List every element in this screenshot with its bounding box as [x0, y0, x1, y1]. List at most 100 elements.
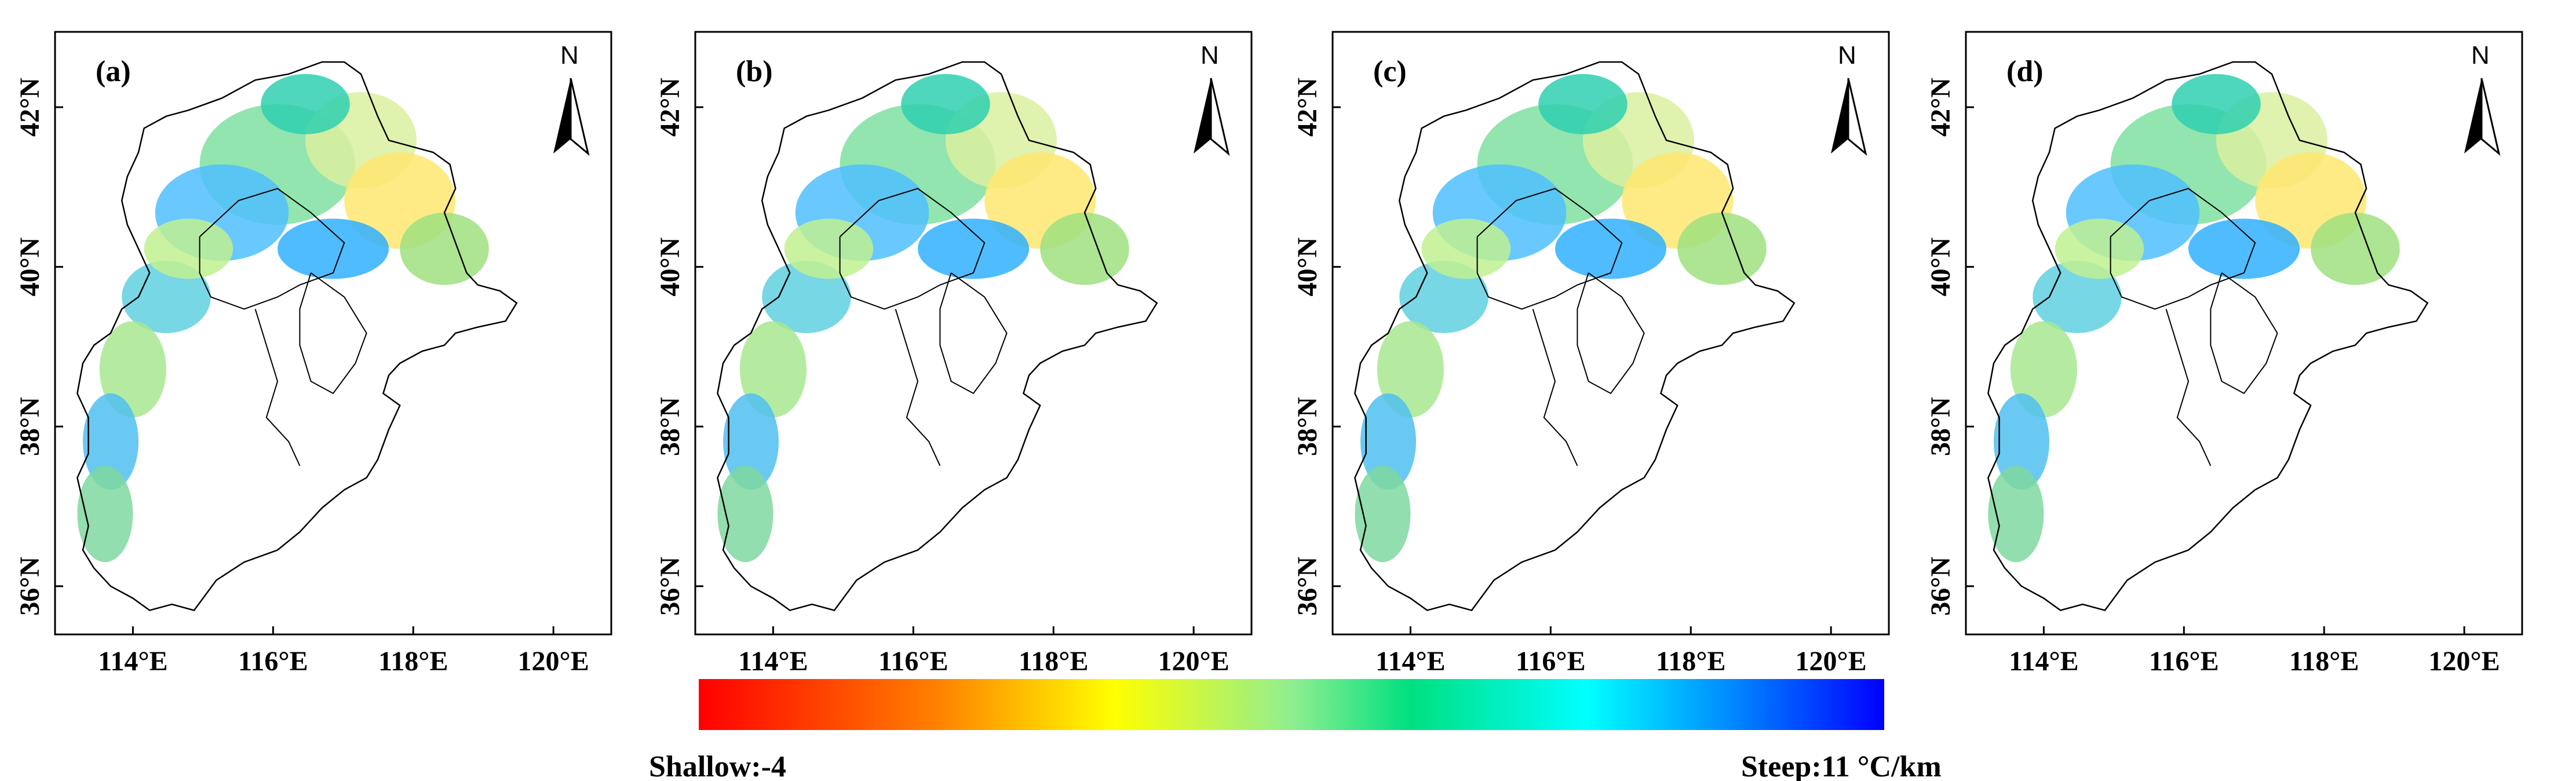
north-arrow-left-half [2464, 78, 2482, 154]
lapse-rate-raster-patch [99, 321, 166, 418]
province-boundary [1577, 272, 1645, 395]
north-arrow-right-half [570, 78, 590, 156]
x-tick-label: 120°E [518, 646, 589, 677]
lapse-rate-raster-patch [1555, 218, 1666, 279]
y-tick-label: 42°N [1292, 78, 1323, 137]
colorbar-gradient [699, 679, 1884, 730]
lapse-rate-raster-patch [1040, 213, 1129, 285]
x-tick-label: 114°E [98, 646, 168, 677]
region-outline [1987, 61, 2429, 611]
lapse-rate-raster-patch [1988, 465, 2044, 563]
y-tick-label: 38°N [655, 397, 685, 456]
lapse-rate-raster-patch [2172, 74, 2261, 134]
map-panel: (c) N 114°E 116°E 118°E 120°E 36°N 38°N 40°N 42°N [1292, 31, 1890, 677]
x-tick-label: 120°E [1158, 646, 1229, 677]
lapse-rate-raster-patch [739, 321, 807, 418]
y-tick-label: 40°N [1925, 237, 1956, 296]
north-arrow-icon: N [553, 41, 590, 156]
lapse-rate-raster-patch [2010, 321, 2077, 418]
y-tick-label: 36°N [1925, 557, 1956, 616]
lapse-rate-raster-patch [762, 261, 851, 333]
x-tick-label: 116°E [1516, 646, 1586, 677]
lapse-rate-raster-patch [1421, 218, 1511, 279]
north-arrow-left-half [1194, 78, 1211, 154]
region-outline [1354, 61, 1796, 611]
north-label: N [1838, 41, 1856, 70]
x-tick-label: 116°E [2149, 646, 2219, 677]
colorbar-max-label: Steep:11 °C/km [1741, 750, 1942, 781]
region-outline [76, 61, 518, 611]
province-boundary [1532, 309, 1578, 466]
x-tick-label: 114°E [738, 646, 808, 677]
province-boundary [1476, 188, 1623, 310]
y-tick-label: 36°N [14, 557, 45, 616]
north-arrow-right-half [2480, 78, 2501, 156]
map-panel: (d) N 114°E 116°E 118°E 120°E 36°N 38°N 40°N 42°N [1925, 31, 2523, 677]
y-tick-label: 38°N [1292, 397, 1323, 456]
lapse-rate-raster-patch [1677, 213, 1767, 285]
lapse-rate-raster-patch [901, 74, 990, 134]
y-tick-label: 38°N [14, 397, 45, 456]
lapse-rate-raster-patch [83, 393, 138, 490]
province-boundary [839, 188, 986, 310]
north-arrow-icon: N [1194, 41, 1230, 156]
panel-label: (b) [736, 55, 773, 88]
lapse-rate-raster-patch [918, 218, 1029, 279]
north-label: N [560, 41, 579, 70]
province-boundary [2165, 309, 2212, 466]
panel-label: (a) [96, 55, 131, 88]
lapse-rate-raster-patch [2055, 218, 2144, 279]
north-arrow-right-half [1210, 78, 1230, 156]
province-boundary [199, 188, 345, 310]
north-arrow-icon: N [2464, 41, 2501, 156]
x-tick-label: 118°E [378, 646, 448, 677]
lapse-rate-raster-patch [400, 213, 489, 285]
province-boundary [254, 309, 301, 466]
lapse-rate-raster-patch [1377, 321, 1444, 418]
lapse-rate-raster-patch [278, 218, 389, 279]
x-tick-label: 118°E [2289, 646, 2359, 677]
province-boundary [939, 272, 1008, 395]
province-boundary [2110, 188, 2256, 310]
panel-label: (c) [1373, 55, 1407, 88]
y-tick-label: 36°N [1292, 557, 1323, 616]
y-tick-label: 40°N [655, 237, 685, 296]
lapse-rate-raster-patch [1994, 393, 2049, 490]
y-tick-label: 42°N [1925, 78, 1956, 137]
province-boundary [299, 272, 367, 395]
lapse-rate-raster-patch [2188, 218, 2300, 279]
map-panel: (a) N 114°E 116°E 118°E 120°E 36°N 38°N 40°N 42°N [14, 31, 612, 677]
y-tick-label: 36°N [655, 557, 685, 616]
x-tick-label: 114°E [2009, 646, 2079, 677]
x-tick-label: 120°E [2429, 646, 2500, 677]
region-outline [717, 61, 1158, 611]
lapse-rate-raster-patch [261, 74, 350, 134]
x-tick-label: 118°E [1019, 646, 1089, 677]
lapse-rate-raster-patch [784, 218, 874, 279]
map-panel: (b) N 114°E 116°E 118°E 120°E 36°N 38°N 40°N 42°N [655, 31, 1253, 677]
panel-label: (d) [2006, 55, 2044, 88]
x-tick-label: 114°E [1375, 646, 1446, 677]
north-label: N [1201, 41, 1219, 70]
colorbar-min-label: Shallow:-4 [649, 750, 786, 781]
north-arrow-right-half [1847, 78, 1867, 156]
north-arrow-left-half [1831, 78, 1848, 154]
lapse-rate-raster-patch [1538, 74, 1628, 134]
y-tick-label: 40°N [1292, 237, 1323, 296]
y-tick-label: 38°N [1925, 397, 1956, 456]
north-arrow-left-half [553, 78, 571, 154]
north-arrow-icon: N [1831, 41, 1867, 156]
x-tick-label: 116°E [238, 646, 308, 677]
north-label: N [2471, 41, 2490, 70]
lapse-rate-raster-patch [1355, 465, 1411, 563]
province-boundary [895, 309, 941, 466]
lapse-rate-raster-patch [1360, 393, 1416, 490]
lapse-rate-raster-patch [717, 465, 773, 563]
lapse-rate-raster-patch [144, 218, 233, 279]
y-tick-label: 42°N [655, 78, 685, 137]
y-tick-label: 40°N [14, 237, 45, 296]
y-tick-label: 42°N [14, 78, 45, 137]
x-tick-label: 118°E [1656, 646, 1726, 677]
lapse-rate-raster-patch [2311, 213, 2400, 285]
